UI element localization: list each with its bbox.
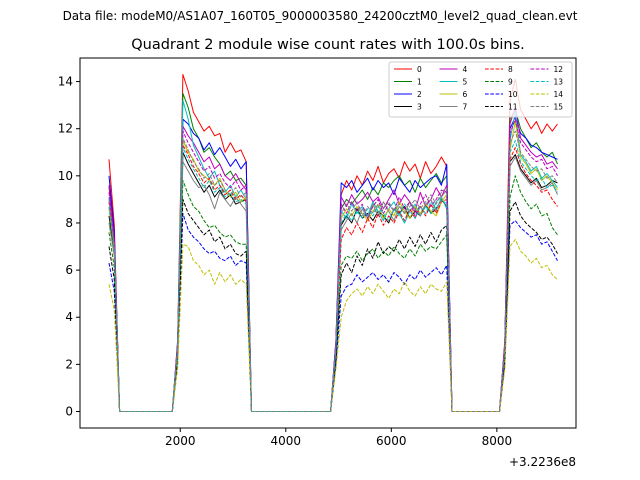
x-tick-label: 8000 — [482, 434, 513, 448]
legend-label-14: 14 — [554, 90, 564, 99]
legend-label-5: 5 — [463, 78, 468, 87]
x-axis: 2000 4000 6000 8000 — [165, 428, 512, 448]
figure-suptitle: Data file: modeM0/AS1A07_160T05_90000035… — [63, 9, 578, 23]
series-line-13 — [108, 140, 558, 412]
x-tick-label: 6000 — [376, 434, 407, 448]
series-line-15 — [108, 130, 558, 412]
legend-label-13: 13 — [554, 78, 564, 87]
legend-label-4: 4 — [463, 65, 468, 74]
legend-label-15: 15 — [554, 103, 564, 112]
legend-label-7: 7 — [463, 103, 468, 112]
legend-label-12: 12 — [554, 65, 564, 74]
series-layer — [108, 74, 558, 412]
legend-label-9: 9 — [508, 78, 513, 87]
legend-label-10: 10 — [508, 90, 518, 99]
y-tick-label: 6 — [65, 263, 73, 277]
chart-title: Quadrant 2 module wise count rates with … — [131, 37, 525, 53]
legend-label-1: 1 — [417, 78, 422, 87]
y-tick-label: 2 — [65, 357, 73, 371]
y-tick-label: 10 — [58, 169, 73, 183]
y-tick-label: 0 — [65, 405, 73, 419]
legend-label-0: 0 — [417, 65, 422, 74]
legend-label-2: 2 — [417, 90, 422, 99]
legend-label-6: 6 — [463, 90, 468, 99]
y-axis: 0 2 4 6 8 10 12 14 — [58, 75, 80, 419]
legend-label-11: 11 — [508, 103, 518, 112]
x-tick-label: 2000 — [165, 434, 196, 448]
legend-label-8: 8 — [508, 65, 513, 74]
x-tick-label: 4000 — [271, 434, 302, 448]
x-axis-offset-text: +3.2236e8 — [509, 455, 576, 469]
plot-area-frame — [79, 57, 577, 429]
y-tick-label: 12 — [58, 122, 73, 136]
y-tick-label: 8 — [65, 216, 73, 230]
legend-frame — [388, 61, 573, 118]
legend-label-3: 3 — [417, 103, 422, 112]
y-tick-label: 4 — [65, 310, 73, 324]
y-tick-label: 14 — [58, 75, 73, 89]
